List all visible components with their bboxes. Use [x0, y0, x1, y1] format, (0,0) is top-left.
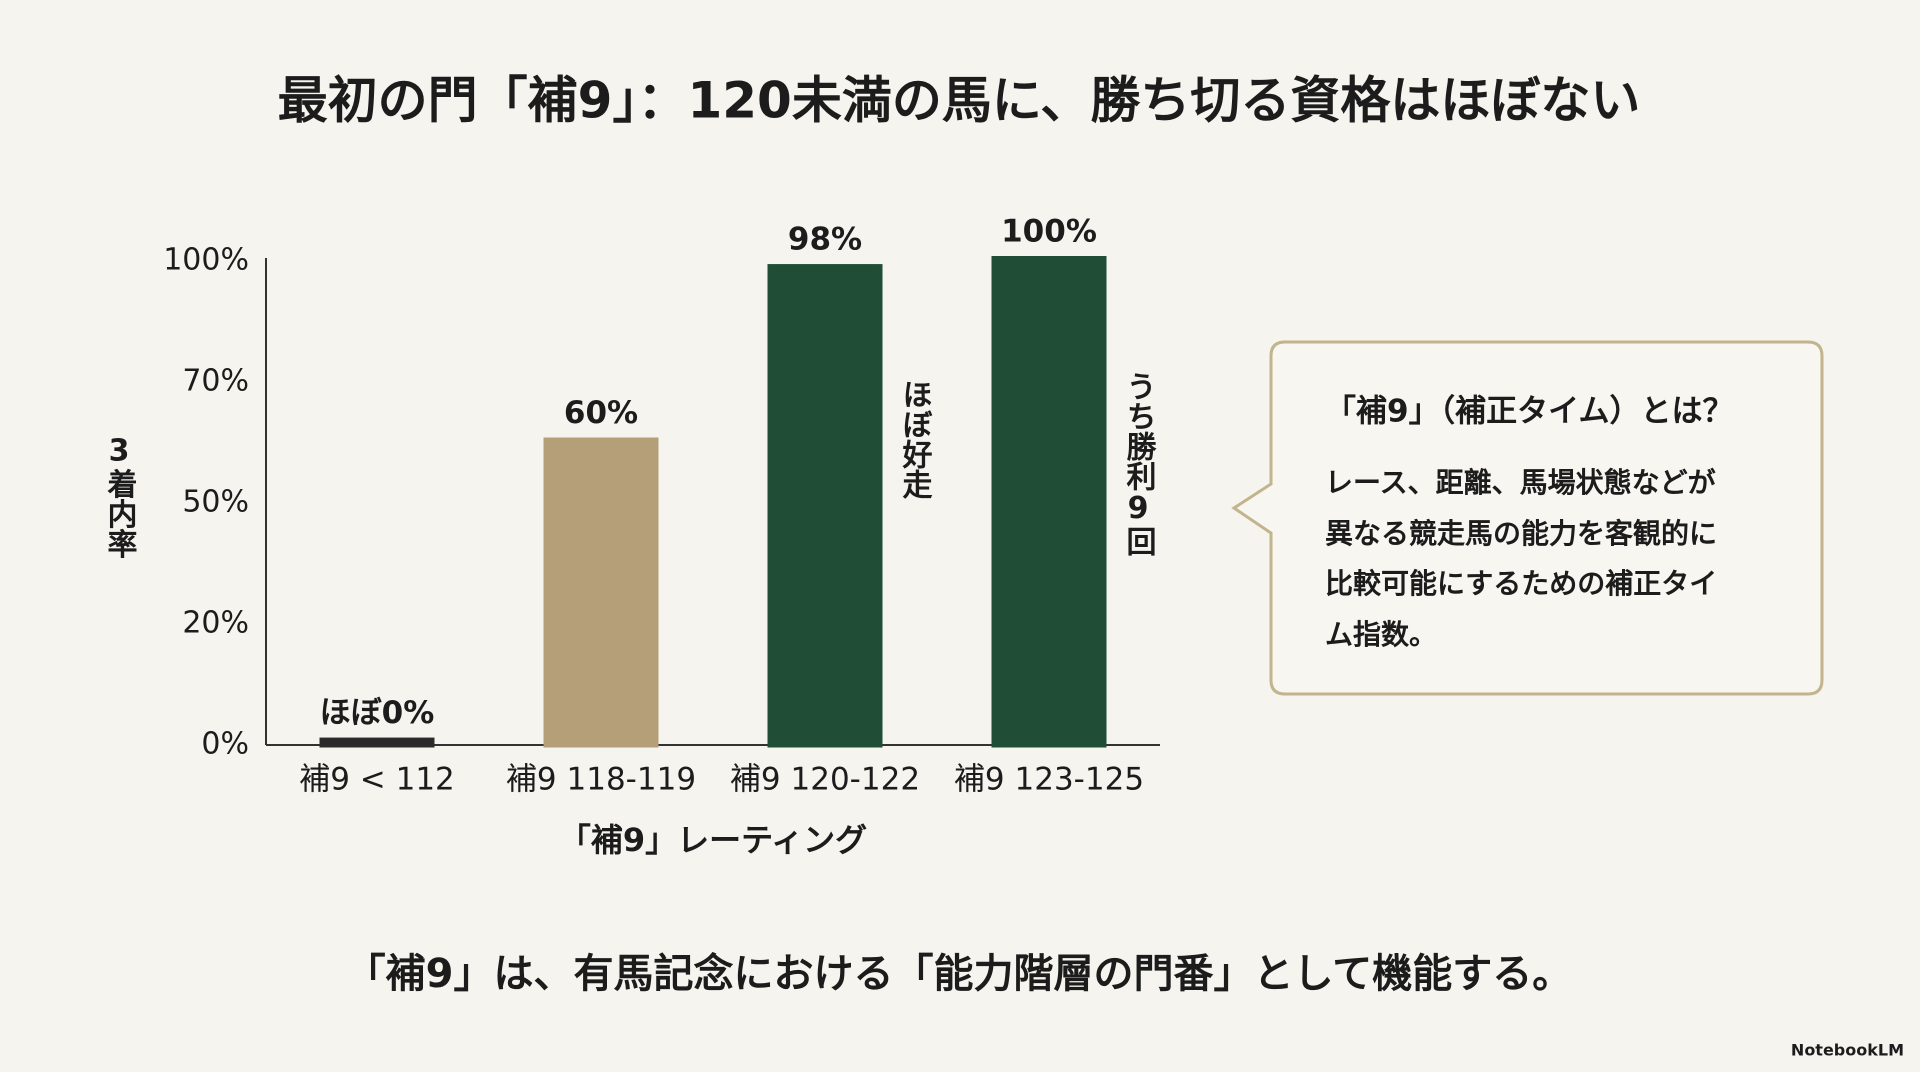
chart-title: 最初の門「補9」：120未満の馬に、勝ち切る資格はほぼない: [278, 72, 1641, 130]
callout-line: 異なる競走馬の能力を客観的に: [1325, 517, 1717, 550]
callout-line: ム指数。: [1325, 618, 1437, 651]
bar: [319, 737, 435, 748]
y-tick-label: 70%: [182, 364, 249, 399]
x-tick-label: 補9 123-125: [954, 762, 1144, 798]
y-tick-label: 0%: [201, 727, 249, 762]
annotation: うち勝利9回: [1121, 371, 1157, 556]
y-axis-label: 3着内率: [102, 434, 138, 559]
x-axis-label: 「補9」レーティング: [559, 821, 867, 859]
x-tick-label: 補9 118-119: [506, 762, 696, 798]
callout-line: レース、距離、馬場状態などが: [1325, 466, 1716, 499]
bar: [991, 256, 1107, 748]
callout-box: [1231, 340, 1824, 696]
value-label: 100%: [1001, 214, 1097, 250]
y-tick-label: 20%: [182, 606, 249, 641]
callout-title: 「補9」（補正タイム）とは？: [1325, 394, 1733, 430]
value-label: 60%: [564, 395, 638, 431]
x-tick-label: 補9 120-122: [730, 762, 920, 798]
x-tick-label: 補9 < 112: [299, 762, 455, 798]
footer: 「補9」は、有馬記念における「能力階層の門番」として機能する。: [346, 951, 1573, 997]
value-label: ほぼ0%: [320, 695, 435, 731]
annotation: ほぼ好走: [897, 379, 934, 500]
callout-line: 比較可能にするための補正タイ: [1325, 567, 1717, 600]
bar: [543, 437, 659, 748]
watermark: NotebookLM: [1791, 1041, 1904, 1060]
y-tick-label: 100%: [163, 243, 249, 278]
bar: [767, 264, 883, 748]
y-tick-label: 50%: [182, 485, 249, 520]
value-label: 98%: [788, 222, 862, 258]
